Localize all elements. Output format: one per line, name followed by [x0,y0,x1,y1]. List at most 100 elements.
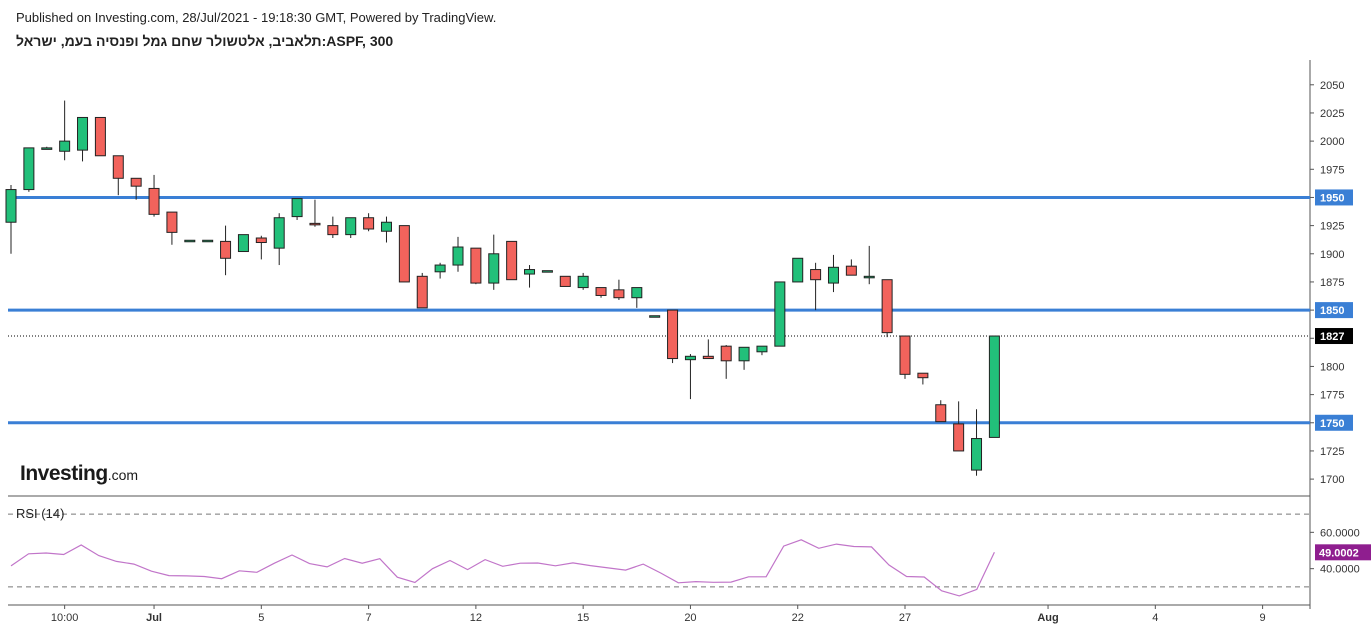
candle-up [738,346,750,362]
rsi-label: RSI (14) [16,506,65,521]
rsi-tick-label: 40.0000 [1320,564,1360,576]
candle-up [237,234,249,253]
time-tick-label: 4 [1152,612,1158,624]
candle-down [720,345,732,362]
time-tick-label: 15 [577,612,589,624]
candle-up [792,257,804,283]
rsi-value-badge [1315,544,1371,561]
candle-down [112,155,124,179]
candle-down [94,116,106,157]
candle-up [345,217,357,236]
level-badge [1315,189,1353,206]
price-tick-label: 1875 [1320,277,1344,289]
candle-down [702,355,714,360]
candle-up [756,345,768,353]
rsi-value-label: 49.0002 [1319,547,1359,559]
time-tick-label: Aug [1037,612,1058,624]
candle-down [327,225,339,236]
price-tick-label: 1975 [1320,164,1344,176]
candle-down [559,275,571,287]
level-badge-label: 1850 [1320,305,1344,317]
candle-down [470,247,482,284]
candle-up [77,116,89,151]
candle-up [971,438,983,471]
candle-down [166,211,178,233]
candle-down [953,423,965,452]
candle-down [220,240,232,259]
candle-up [774,281,786,347]
time-tick-label: Jul [146,612,162,624]
candle-down [810,269,822,281]
rsi-line [10,539,995,597]
price-tick-label: 1775 [1320,390,1344,402]
candle-up [380,221,392,232]
candle-up [684,355,696,361]
candle-down [899,335,911,375]
candle-up [524,269,536,275]
candle-up [273,217,285,249]
candle-down [416,275,428,309]
instrument-title: ‏תלאביב, אלטשולר שחם גמל ופנסיה בעמ, ישר… [16,33,394,49]
candle-down [881,279,893,334]
price-tick-label: 1700 [1320,474,1344,486]
level-badge-label: 1750 [1320,418,1344,430]
candle-up [59,140,71,152]
last-price-badge [1315,328,1353,345]
level-badge [1315,414,1353,431]
time-tick-label: 10:00 [51,612,79,624]
candle-down [935,404,947,423]
price-tick-label: 1925 [1320,221,1344,233]
candle-down [595,287,607,296]
price-tick-label: 1725 [1320,446,1344,458]
candle-up [631,287,643,299]
logo-suffix: .com [107,467,139,483]
time-tick-label: 22 [792,612,804,624]
candle-up [988,335,1000,438]
rsi-tick-label: 60.0000 [1320,527,1360,539]
candle-up [488,253,500,284]
published-note: Published on Investing.com, 28/Jul/2021 … [16,10,497,25]
time-tick-label: 9 [1260,612,1266,624]
candle-up [434,264,446,273]
last-price-label: 1827 [1320,331,1344,343]
candle-down [506,240,518,281]
investing-logo: Investing.com [20,462,138,486]
candle-down [309,222,321,226]
candle-down [613,289,625,299]
candle-up [41,147,53,150]
price-tick-label: 2000 [1320,136,1344,148]
time-tick-label: 7 [366,612,372,624]
candle-up [291,198,303,218]
candle-up [541,270,553,273]
candle-up [577,275,589,289]
candle-up [827,266,839,284]
candle-down [398,225,410,283]
candle-up [23,147,35,191]
time-tick-label: 12 [470,612,482,624]
level-badge-label: 1950 [1320,192,1344,204]
time-tick-label: 20 [684,612,696,624]
time-tick-label: 27 [899,612,911,624]
candle-down [917,372,929,379]
level-badge [1315,302,1353,319]
candle-down [363,217,375,230]
candle-up [452,246,464,266]
candle-up [863,275,875,279]
candle-up [184,239,196,243]
logo-main: Investing [20,462,108,485]
candle-down [130,177,142,187]
candle-down [255,237,267,244]
candle-down [845,265,857,276]
candle-down [148,187,160,215]
candle-up [5,189,17,223]
candle-up [202,239,214,243]
chart-header: Published on Investing.com, 28/Jul/2021 … [16,10,496,49]
price-tick-label: 1900 [1320,249,1344,261]
candle-up [649,315,661,318]
time-tick-label: 5 [258,612,264,624]
price-tick-label: 2025 [1320,108,1344,120]
price-tick-label: 1800 [1320,361,1344,373]
price-tick-label: 2050 [1320,80,1344,92]
candle-down [667,309,679,360]
